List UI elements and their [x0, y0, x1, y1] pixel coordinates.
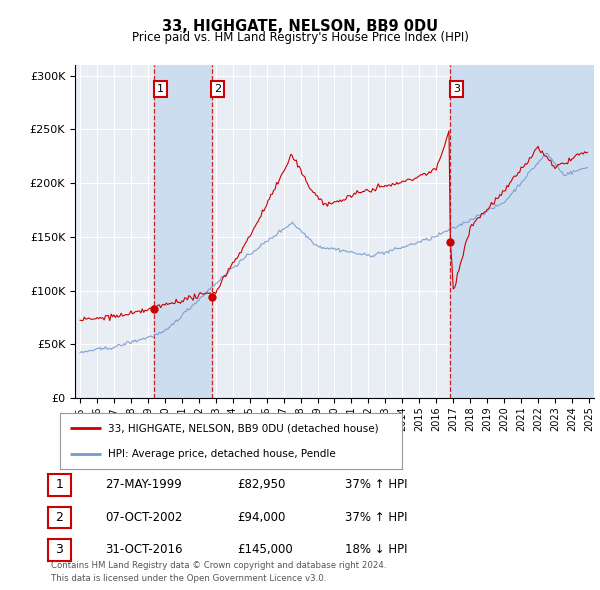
Text: 37% ↑ HPI: 37% ↑ HPI — [345, 511, 407, 524]
Text: 33, HIGHGATE, NELSON, BB9 0DU (detached house): 33, HIGHGATE, NELSON, BB9 0DU (detached … — [108, 423, 379, 433]
Bar — [451, 65, 594, 398]
Text: 37% ↑ HPI: 37% ↑ HPI — [345, 478, 407, 491]
Text: 3: 3 — [453, 84, 460, 94]
Text: HPI: Average price, detached house, Pendle: HPI: Average price, detached house, Pend… — [108, 449, 335, 459]
Text: 1: 1 — [157, 84, 164, 94]
Text: Price paid vs. HM Land Registry's House Price Index (HPI): Price paid vs. HM Land Registry's House … — [131, 31, 469, 44]
Text: 18% ↓ HPI: 18% ↓ HPI — [345, 543, 407, 556]
Text: 2: 2 — [55, 511, 64, 524]
Text: £82,950: £82,950 — [237, 478, 286, 491]
Text: Contains HM Land Registry data © Crown copyright and database right 2024.
This d: Contains HM Land Registry data © Crown c… — [51, 562, 386, 583]
Text: 31-OCT-2016: 31-OCT-2016 — [105, 543, 182, 556]
Text: 33, HIGHGATE, NELSON, BB9 0DU: 33, HIGHGATE, NELSON, BB9 0DU — [162, 19, 438, 34]
Text: 27-MAY-1999: 27-MAY-1999 — [105, 478, 182, 491]
Bar — [154, 65, 212, 398]
Text: 07-OCT-2002: 07-OCT-2002 — [105, 511, 182, 524]
Text: 3: 3 — [55, 543, 64, 556]
Text: 1: 1 — [55, 478, 64, 491]
Text: £94,000: £94,000 — [237, 511, 286, 524]
Text: £145,000: £145,000 — [237, 543, 293, 556]
Text: 2: 2 — [214, 84, 221, 94]
